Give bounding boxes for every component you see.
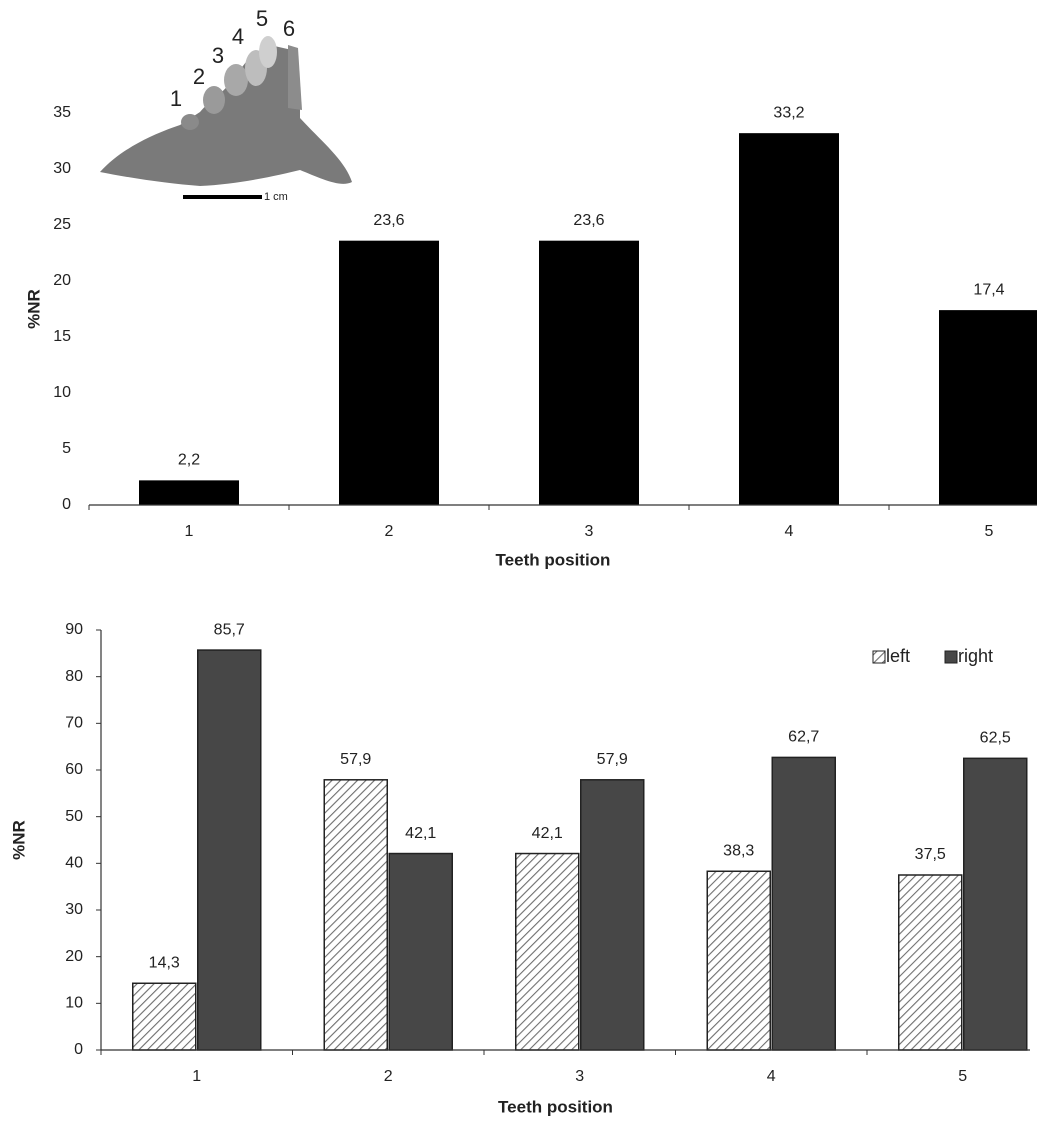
scale-label: 1 cm bbox=[264, 191, 288, 203]
tooth-number: 3 bbox=[212, 43, 224, 68]
x-axis-title: Teeth position bbox=[498, 1097, 613, 1116]
value-label: 33,2 bbox=[773, 104, 804, 121]
value-label: 57,9 bbox=[340, 751, 371, 768]
bar bbox=[939, 310, 1037, 505]
value-label: 23,6 bbox=[373, 212, 404, 229]
y-tick-label: 5 bbox=[62, 440, 71, 457]
tooth-number: 1 bbox=[170, 86, 182, 111]
x-tick-label: 3 bbox=[585, 523, 594, 540]
x-tick-label: 5 bbox=[958, 1068, 967, 1085]
y-tick-label: 10 bbox=[53, 384, 71, 401]
y-tick-label: 20 bbox=[65, 948, 83, 965]
y-tick-label: 90 bbox=[65, 621, 83, 638]
value-label: 57,9 bbox=[597, 751, 628, 768]
legend-label: left bbox=[886, 646, 910, 666]
x-axis-title: Teeth position bbox=[496, 550, 611, 569]
legend-swatch bbox=[944, 650, 958, 664]
value-label: 85,7 bbox=[214, 621, 245, 638]
tooth bbox=[224, 64, 248, 96]
legend-label: right bbox=[958, 646, 993, 666]
bar bbox=[580, 779, 645, 1051]
x-tick-label: 1 bbox=[192, 1068, 201, 1085]
value-label: 2,2 bbox=[178, 452, 200, 469]
value-label: 23,6 bbox=[573, 212, 604, 229]
bar bbox=[898, 874, 963, 1051]
y-tick-label: 0 bbox=[62, 496, 71, 513]
y-axis-title: %NR bbox=[9, 820, 28, 860]
y-tick-label: 25 bbox=[53, 216, 71, 233]
value-label: 42,1 bbox=[405, 825, 436, 842]
x-tick-label: 3 bbox=[575, 1068, 584, 1085]
y-tick-label: 70 bbox=[65, 715, 83, 732]
y-tick-label: 50 bbox=[65, 808, 83, 825]
x-tick-label: 2 bbox=[385, 523, 394, 540]
bar bbox=[706, 870, 771, 1051]
jaw bbox=[100, 45, 352, 186]
y-tick-label: 60 bbox=[65, 761, 83, 778]
y-tick-label: 10 bbox=[65, 995, 83, 1012]
x-tick-label: 4 bbox=[785, 523, 794, 540]
x-tick-label: 5 bbox=[985, 523, 994, 540]
y-tick-label: 40 bbox=[65, 855, 83, 872]
tooth bbox=[181, 114, 199, 130]
tooth bbox=[259, 36, 277, 68]
bar bbox=[323, 779, 388, 1051]
y-axis-title: %NR bbox=[24, 289, 43, 329]
y-tick-label: 0 bbox=[74, 1041, 83, 1058]
value-label: 42,1 bbox=[532, 825, 563, 842]
y-tick-label: 15 bbox=[53, 328, 71, 345]
tooth-number: 2 bbox=[193, 64, 205, 89]
bar bbox=[539, 240, 639, 505]
tooth-number: 5 bbox=[256, 6, 268, 31]
value-label: 37,5 bbox=[915, 846, 946, 863]
y-tick-label: 20 bbox=[53, 272, 71, 289]
value-label: 62,5 bbox=[980, 730, 1011, 747]
bar bbox=[388, 852, 453, 1051]
bar bbox=[339, 240, 439, 505]
bar bbox=[963, 757, 1028, 1051]
y-tick-label: 80 bbox=[65, 668, 83, 685]
bar bbox=[132, 982, 197, 1051]
tooth bbox=[203, 86, 225, 114]
x-tick-label: 4 bbox=[767, 1068, 776, 1085]
value-label: 14,3 bbox=[149, 954, 180, 971]
value-label: 62,7 bbox=[788, 729, 819, 746]
y-tick-label: 30 bbox=[53, 160, 71, 177]
jaw-inset bbox=[100, 36, 352, 199]
x-tick-label: 2 bbox=[384, 1068, 393, 1085]
y-tick-label: 35 bbox=[53, 104, 71, 121]
y-tick-label: 30 bbox=[65, 901, 83, 918]
bar bbox=[515, 852, 580, 1051]
x-tick-label: 1 bbox=[185, 523, 194, 540]
bar bbox=[197, 649, 262, 1051]
bar bbox=[739, 133, 839, 505]
value-label: 38,3 bbox=[723, 842, 754, 859]
tooth-number: 6 bbox=[283, 16, 295, 41]
legend-swatch bbox=[872, 650, 886, 664]
bar bbox=[139, 480, 239, 505]
bar bbox=[771, 756, 836, 1051]
value-label: 17,4 bbox=[973, 281, 1004, 298]
tooth-number: 4 bbox=[232, 24, 244, 49]
tooth bbox=[288, 45, 302, 110]
